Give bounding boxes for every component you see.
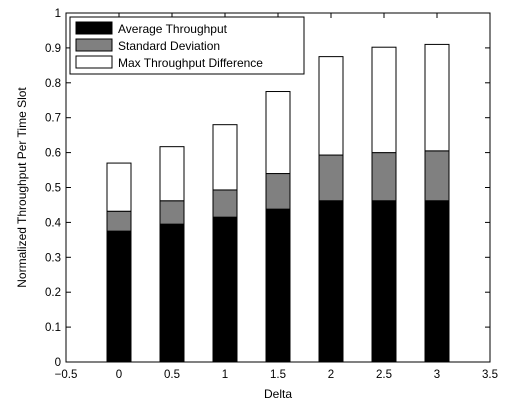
- bar-segment-2-x1-5: [265, 173, 291, 210]
- bar-segment-3-x0-5: [159, 146, 185, 202]
- bar-segment-2-x2-5: [371, 152, 397, 202]
- bar-segment-3-x2: [318, 56, 344, 156]
- bar-segment-3-x0: [106, 162, 132, 212]
- bar-segment-1-x0: [106, 230, 132, 363]
- legend-swatch-1: [75, 21, 113, 35]
- x-tick-label: 2.5: [376, 369, 392, 381]
- bar-segment-1-x2: [318, 200, 344, 363]
- x-tick-label: 0.5: [164, 369, 180, 381]
- y-tick-label: 0.9: [45, 43, 61, 55]
- bar-segment-2-x0-5: [159, 200, 185, 225]
- bar-segment-1-x3: [424, 200, 450, 363]
- bar-segment-1-x0-5: [159, 223, 185, 363]
- bar-segment-1-x2-5: [371, 200, 397, 363]
- x-tick-label: 3: [434, 369, 440, 381]
- y-tick-label: 0.7: [45, 113, 61, 125]
- y-tick-label: 0.1: [45, 322, 61, 334]
- x-tick-label: 3.5: [482, 369, 498, 381]
- x-tick-label: 0: [116, 369, 122, 381]
- legend: Average Throughput Standard Deviation Max …: [69, 16, 305, 75]
- bars-group: [106, 43, 450, 363]
- y-tick-label: 0.5: [45, 183, 61, 195]
- x-tick-label: 1: [222, 369, 228, 381]
- y-tick-label: 0.4: [45, 217, 62, 229]
- bar-segment-2-x0: [106, 210, 132, 232]
- legend-swatch-3: [75, 55, 113, 69]
- y-tick-label: 0.8: [45, 78, 61, 90]
- bar-segment-3-x2-5: [371, 46, 397, 154]
- y-tick-label: 0.3: [45, 252, 61, 264]
- bar-segment-2-x2: [318, 154, 344, 202]
- x-axis-label: Delta: [264, 387, 292, 401]
- y-axis-label: Normalized Throughput Per Time Slot: [15, 87, 29, 288]
- bar-segment-3-x1-5: [265, 91, 291, 175]
- axes-group: −0.5 0 0.5 1 1.5 2 2.5 3 3.500.10.20.30.40.50.60…: [45, 8, 498, 381]
- legend-label-3: Max Throughput Difference: [118, 56, 263, 70]
- x-tick-label: −0.5: [55, 369, 78, 381]
- y-tick-label: 0.2: [45, 287, 61, 299]
- x-tick-label: 2: [328, 369, 334, 381]
- y-tick-label: 1: [55, 8, 61, 20]
- bar-segment-1-x1: [212, 216, 238, 363]
- y-tick-label: 0: [55, 357, 61, 369]
- bar-segment-1-x1-5: [265, 208, 291, 363]
- bar-segment-2-x3: [424, 150, 450, 202]
- bar-segment-3-x3: [424, 43, 450, 152]
- bar-segment-3-x1: [212, 124, 238, 191]
- y-tick-label: 0.6: [45, 148, 61, 160]
- legend-swatch-2: [75, 38, 113, 52]
- x-tick-label: 1.5: [270, 369, 286, 381]
- bar-segment-2-x1: [212, 189, 238, 218]
- legend-label-2: Standard Deviation: [118, 39, 220, 53]
- legend-label-1: Average Throughput: [118, 22, 228, 36]
